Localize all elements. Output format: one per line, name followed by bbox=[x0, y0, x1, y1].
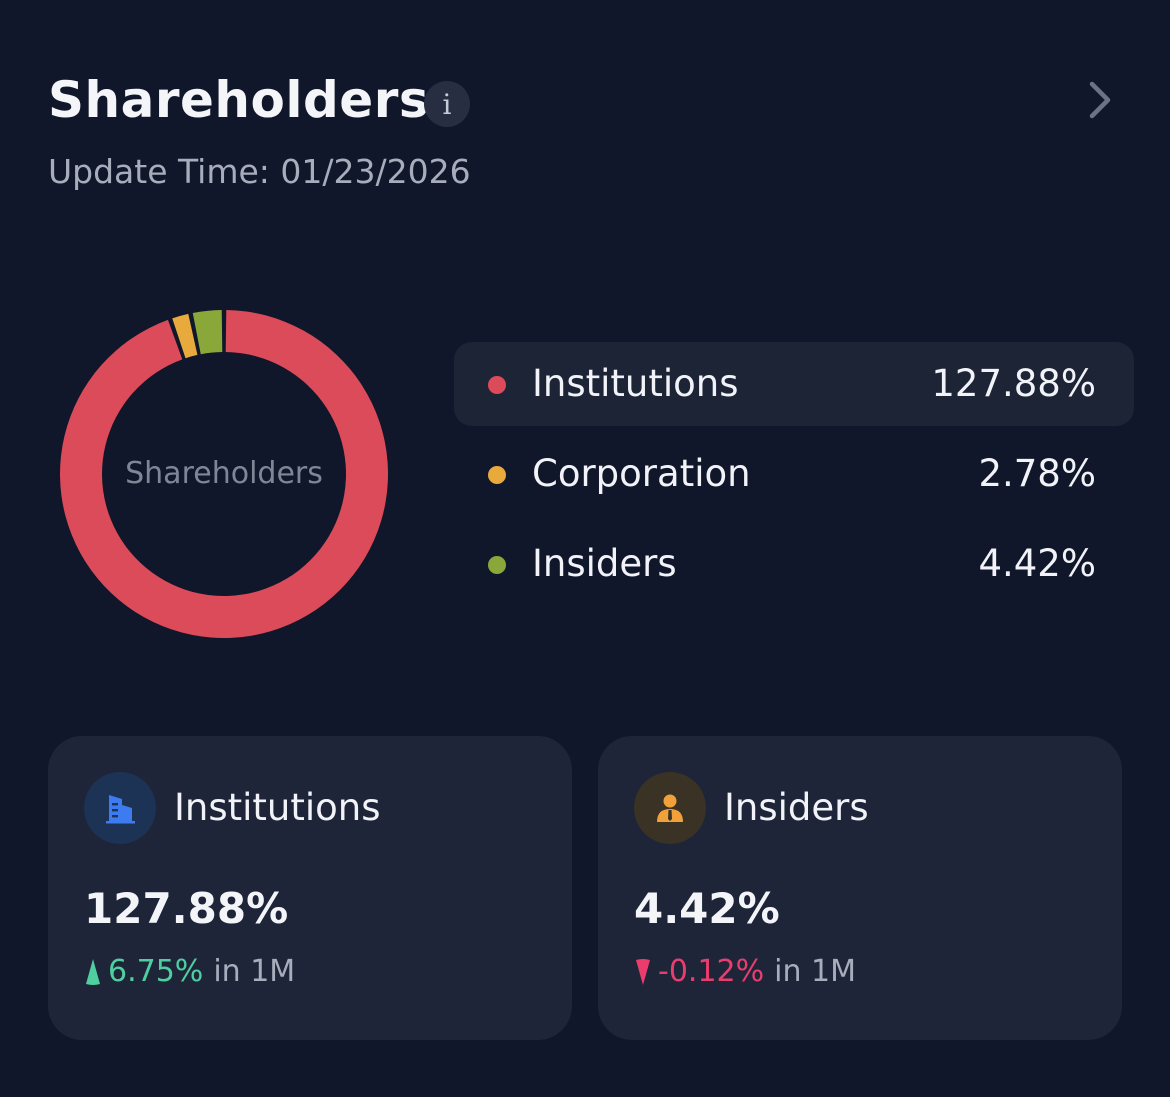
legend-dot bbox=[488, 466, 506, 484]
legend-label: Corporation bbox=[532, 452, 751, 495]
chevron-right-icon[interactable] bbox=[1080, 80, 1120, 120]
card-value: 127.88% bbox=[84, 884, 289, 933]
legend-value: 127.88% bbox=[931, 362, 1096, 405]
legend-item-institutions[interactable]: Institutions 127.88% bbox=[454, 342, 1134, 426]
building-icon bbox=[84, 772, 156, 844]
insiders-card[interactable]: Insiders 4.42% -0.12% in 1M bbox=[598, 736, 1122, 1040]
change-percent: -0.12% bbox=[658, 954, 765, 989]
legend-label: Insiders bbox=[532, 542, 677, 585]
change-period: in 1M bbox=[213, 954, 296, 989]
arrow-up-icon bbox=[86, 959, 100, 985]
legend-value: 4.42% bbox=[978, 542, 1096, 585]
arrow-down-icon bbox=[636, 959, 650, 985]
card-title: Institutions bbox=[174, 786, 381, 829]
update-time: Update Time: 01/23/2026 bbox=[48, 152, 471, 191]
card-value: 4.42% bbox=[634, 884, 780, 933]
legend-dot bbox=[488, 556, 506, 574]
donut-center-label: Shareholders bbox=[125, 456, 323, 491]
donut-slice-insiders[interactable] bbox=[192, 310, 223, 355]
donut-chart[interactable] bbox=[58, 308, 390, 640]
legend: Institutions 127.88% Corporation 2.78% I… bbox=[454, 342, 1134, 612]
card-change: -0.12% in 1M bbox=[634, 952, 856, 992]
donut-slice-corporation[interactable] bbox=[172, 313, 198, 359]
page-title: Shareholders bbox=[48, 71, 430, 129]
person-icon bbox=[634, 772, 706, 844]
legend-value: 2.78% bbox=[978, 452, 1096, 495]
card-change: 6.75% in 1M bbox=[84, 952, 295, 992]
change-percent: 6.75% bbox=[108, 954, 204, 989]
legend-label: Institutions bbox=[532, 362, 739, 405]
card-title: Insiders bbox=[724, 786, 869, 829]
change-period: in 1M bbox=[774, 954, 856, 989]
info-icon[interactable]: i bbox=[424, 81, 470, 127]
legend-item-insiders[interactable]: Insiders 4.42% bbox=[454, 522, 1134, 606]
legend-item-corporation[interactable]: Corporation 2.78% bbox=[454, 432, 1134, 516]
institutions-card[interactable]: Institutions 127.88% 6.75% in 1M bbox=[48, 736, 572, 1040]
legend-dot bbox=[488, 376, 506, 394]
